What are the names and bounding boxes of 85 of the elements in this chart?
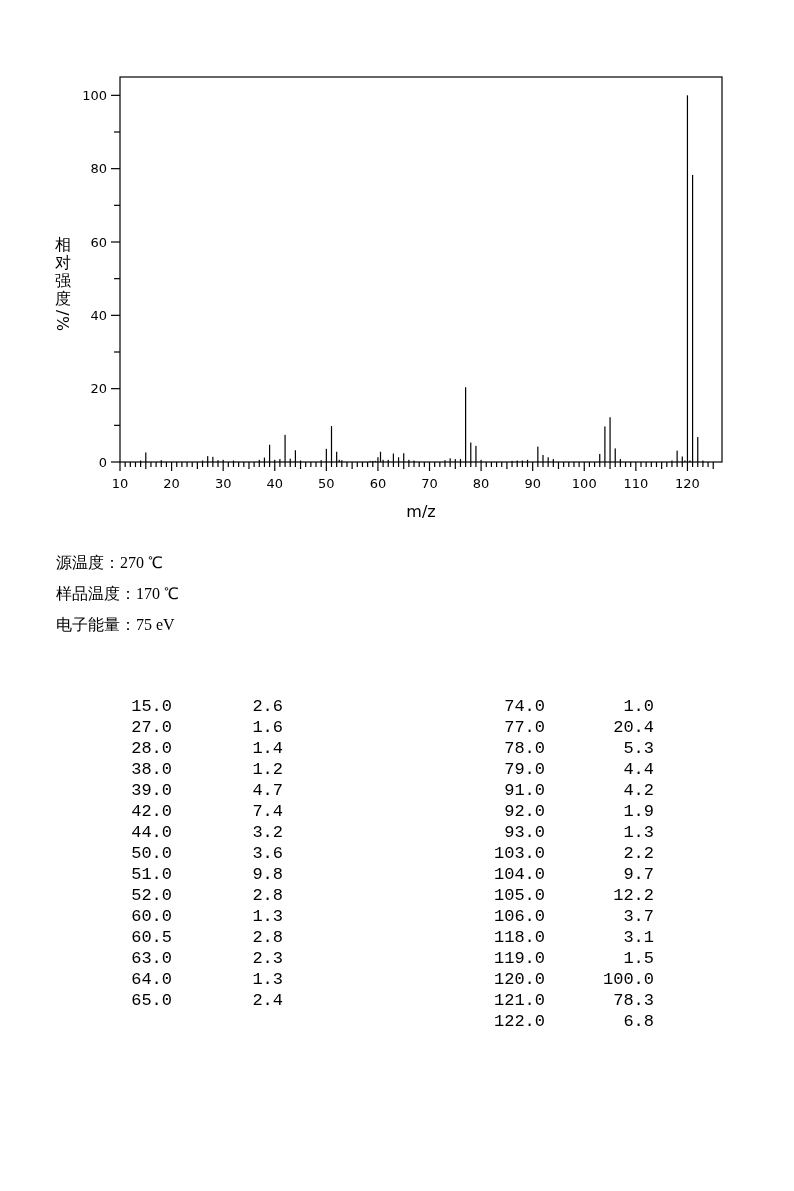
x-tick-label: 40	[266, 476, 284, 491]
x-tick-label: 30	[214, 476, 232, 491]
text: 2.2	[623, 844, 654, 863]
category-label: 103.0	[493, 844, 545, 863]
category-label: 105.0	[493, 886, 545, 905]
category-label: 122.0	[493, 1012, 545, 1031]
y-tick-label: 0	[98, 454, 107, 470]
x-tick-label: 50	[318, 476, 335, 491]
text: 1.9	[623, 802, 654, 821]
text: 3.6	[252, 844, 283, 863]
y-tick-label: 100	[82, 87, 107, 103]
text: 1.0	[623, 697, 654, 716]
category-label: 28.0	[131, 739, 172, 758]
text: 2.6	[252, 697, 283, 716]
category-label: 106.0	[493, 907, 545, 926]
category-label: 65.0	[131, 991, 172, 1010]
x-tick-label: 20	[163, 476, 180, 491]
x-tick-label: 60	[369, 476, 387, 491]
category-label: 74.0	[504, 697, 545, 716]
category-label: 27.0	[131, 718, 172, 737]
category-label: 60.0	[131, 907, 172, 926]
text: 1.6	[252, 718, 283, 737]
text: 电子能量：75 eV	[56, 616, 176, 633]
category-label: 15.0	[131, 697, 172, 716]
text: 1.4	[252, 739, 283, 758]
text: 5.3	[623, 739, 654, 758]
y-tick-label: 40	[90, 307, 107, 323]
y-tick-label: 20	[90, 381, 107, 397]
text: 7.4	[252, 802, 283, 821]
text: 3.1	[623, 928, 654, 947]
category-label: 52.0	[131, 886, 172, 905]
category-label: 92.0	[504, 802, 545, 821]
x-tick-label: 80	[472, 476, 490, 491]
text: 1.5	[623, 949, 654, 968]
y-tick-label: 80	[90, 161, 107, 177]
category-label: 120.0	[493, 970, 545, 989]
category-label: 79.0	[504, 760, 545, 779]
text: 4.2	[623, 781, 654, 800]
text: 6.8	[623, 1012, 654, 1031]
y-tick-label: 60	[90, 234, 107, 250]
x-tick-label: 100	[571, 476, 597, 491]
x-tick-label: 90	[524, 476, 541, 491]
category-label: 118.0	[493, 928, 545, 947]
category-label: 51.0	[131, 865, 172, 884]
category-label: 42.0	[131, 802, 172, 821]
text: 源温度：270 ℃	[56, 554, 163, 571]
category-label: 60.5	[131, 928, 172, 947]
category-label: 64.0	[131, 970, 172, 989]
category-label: 78.0	[504, 739, 545, 758]
text: 2.4	[252, 991, 283, 1010]
text: 12.2	[613, 886, 654, 905]
category-label: 77.0	[504, 718, 545, 737]
category-label: 104.0	[493, 865, 545, 884]
x-tick-label: 10	[111, 476, 129, 491]
text: 78.3	[613, 991, 654, 1010]
category-label: 121.0	[493, 991, 545, 1010]
text: 1.2	[252, 760, 283, 779]
text: 1.3	[252, 970, 283, 989]
text: 样品温度：170 ℃	[56, 585, 179, 602]
category-label: 91.0	[504, 781, 545, 800]
text: 2.3	[252, 949, 283, 968]
text: 2.8	[252, 928, 283, 947]
text: 2.8	[252, 886, 283, 905]
category-label: 44.0	[131, 823, 172, 842]
text: 1.3	[252, 907, 283, 926]
category-label: 119.0	[493, 949, 545, 968]
x-tick-label: 70	[421, 476, 438, 491]
text: 20.4	[613, 718, 654, 737]
category-label: 50.0	[131, 844, 172, 863]
category-label: 63.0	[131, 949, 172, 968]
category-label: 38.0	[131, 760, 172, 779]
text: 4.7	[252, 781, 283, 800]
category-label: 93.0	[504, 823, 545, 842]
category-label: 39.0	[131, 781, 172, 800]
x-tick-label: 110	[623, 476, 649, 491]
y-axis-title: 相对强度/%	[53, 235, 72, 332]
text: 9.7	[623, 865, 654, 884]
x-axis-title: m/z	[406, 502, 436, 521]
text: 3.2	[252, 823, 283, 842]
text: 9.8	[252, 865, 283, 884]
text: 4.4	[623, 760, 654, 779]
x-tick-label: 120	[675, 476, 700, 491]
text: 100.0	[602, 970, 654, 989]
text: 3.7	[623, 907, 654, 926]
text: 1.3	[623, 823, 654, 842]
